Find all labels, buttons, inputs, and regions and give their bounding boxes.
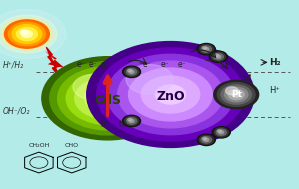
Text: Pt: Pt: [231, 90, 242, 99]
Circle shape: [221, 85, 251, 104]
Circle shape: [124, 67, 139, 76]
Text: H⁺: H⁺: [269, 86, 280, 95]
Circle shape: [0, 15, 57, 53]
Circle shape: [85, 84, 131, 113]
Circle shape: [216, 55, 221, 58]
Circle shape: [212, 127, 230, 138]
Circle shape: [129, 70, 134, 73]
Circle shape: [202, 137, 207, 140]
Circle shape: [126, 65, 173, 94]
Text: e⁻: e⁻: [160, 60, 169, 69]
Polygon shape: [45, 51, 78, 79]
Text: h⁺: h⁺: [118, 120, 127, 129]
Text: e⁻: e⁻: [178, 60, 187, 69]
Circle shape: [123, 66, 141, 77]
Text: H₂: H₂: [269, 58, 281, 67]
Circle shape: [204, 48, 209, 51]
Circle shape: [50, 62, 166, 135]
Circle shape: [20, 30, 28, 34]
Circle shape: [214, 80, 259, 109]
Circle shape: [232, 92, 240, 97]
Circle shape: [1, 18, 52, 50]
Circle shape: [217, 130, 222, 132]
Circle shape: [199, 135, 213, 144]
Text: e⁻: e⁻: [142, 60, 151, 69]
Circle shape: [202, 46, 207, 49]
Circle shape: [118, 61, 223, 128]
Circle shape: [129, 68, 212, 121]
Text: H⁺/H₂: H⁺/H₂: [3, 61, 24, 70]
Circle shape: [209, 51, 227, 62]
Circle shape: [8, 22, 45, 46]
Circle shape: [214, 128, 228, 137]
Circle shape: [73, 74, 112, 99]
Circle shape: [228, 89, 244, 100]
Circle shape: [16, 27, 37, 41]
Circle shape: [129, 119, 134, 122]
Circle shape: [201, 46, 211, 52]
Circle shape: [42, 57, 173, 140]
Circle shape: [217, 83, 255, 106]
Circle shape: [107, 54, 234, 135]
Circle shape: [219, 131, 224, 134]
Text: CH₂OH: CH₂OH: [28, 143, 50, 148]
Circle shape: [126, 118, 137, 124]
Circle shape: [214, 54, 219, 57]
Circle shape: [96, 91, 120, 106]
Circle shape: [201, 137, 211, 143]
Text: e⁻: e⁻: [100, 60, 109, 69]
Circle shape: [22, 31, 32, 37]
Circle shape: [204, 138, 209, 141]
Circle shape: [4, 20, 49, 48]
Circle shape: [87, 42, 254, 147]
Circle shape: [197, 43, 215, 55]
Circle shape: [225, 87, 248, 102]
Circle shape: [197, 134, 215, 146]
Circle shape: [155, 85, 185, 104]
Circle shape: [199, 45, 213, 54]
Circle shape: [211, 52, 225, 61]
Circle shape: [97, 48, 244, 141]
Circle shape: [66, 72, 149, 125]
Circle shape: [12, 25, 42, 43]
Circle shape: [128, 118, 132, 121]
Text: CHO: CHO: [65, 143, 79, 148]
Circle shape: [75, 77, 141, 119]
Text: ZnO: ZnO: [156, 90, 185, 103]
Circle shape: [58, 67, 158, 130]
Circle shape: [141, 76, 200, 113]
Text: CdS: CdS: [94, 94, 121, 107]
Text: e⁻: e⁻: [77, 60, 85, 69]
Polygon shape: [46, 47, 60, 77]
Circle shape: [213, 53, 223, 60]
Circle shape: [128, 69, 132, 72]
Text: e⁻: e⁻: [89, 60, 97, 69]
Circle shape: [0, 9, 66, 59]
Text: h⁺: h⁺: [100, 120, 109, 129]
Circle shape: [124, 116, 139, 125]
Circle shape: [126, 69, 137, 75]
Circle shape: [216, 129, 226, 136]
Circle shape: [123, 115, 141, 127]
Text: OH⁻/O₂: OH⁻/O₂: [3, 106, 30, 115]
Circle shape: [225, 87, 238, 95]
